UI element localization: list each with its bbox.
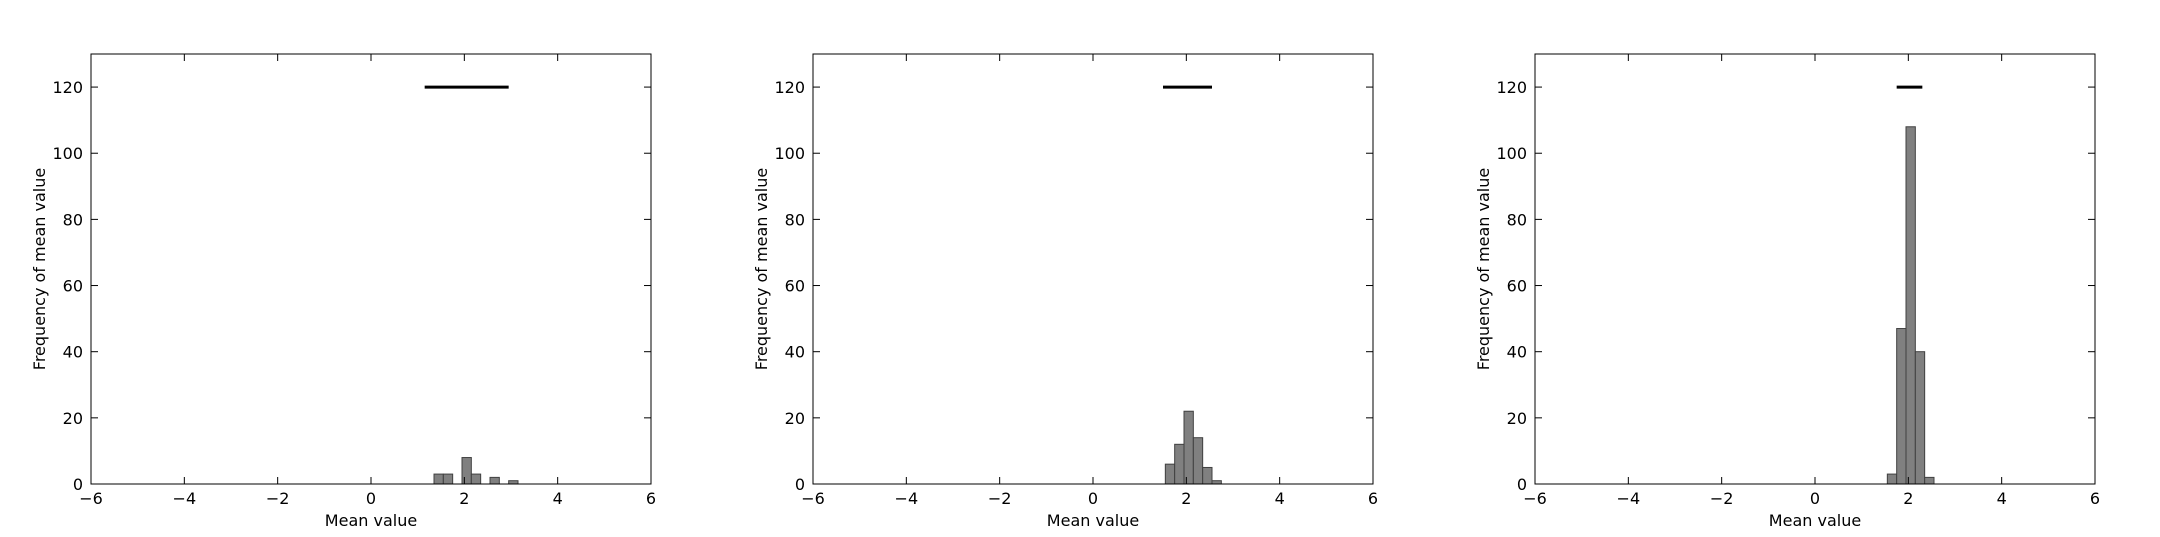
y-axis-label: Frequency of mean value — [30, 168, 49, 370]
histogram-bar — [470, 473, 482, 485]
y-tick-label: 60 — [63, 277, 83, 296]
x-tick-label: 0 — [1810, 489, 1820, 508]
x-tick-label: 4 — [1997, 489, 2007, 508]
x-tick-label: −4 — [1617, 489, 1641, 508]
x-tick-label: −2 — [1710, 489, 1734, 508]
y-tick-label: 80 — [1507, 210, 1527, 229]
x-tick-label: −4 — [895, 489, 919, 508]
y-tick-label: 80 — [785, 210, 805, 229]
x-tick-label: 6 — [1368, 489, 1378, 508]
histogram-bar — [461, 457, 472, 485]
y-tick-label: 40 — [785, 343, 805, 362]
y-tick-label: 40 — [1507, 343, 1527, 362]
y-tick-label: 40 — [63, 343, 83, 362]
x-tick-label: 4 — [553, 489, 563, 508]
y-tick-label: 0 — [795, 475, 805, 494]
histogram-bar — [1174, 443, 1185, 485]
histogram-bar — [489, 476, 500, 485]
y-tick-label: 60 — [1507, 277, 1527, 296]
histogram-bar — [1896, 328, 1907, 485]
x-tick-label: −4 — [173, 489, 197, 508]
y-tick-label: 20 — [63, 409, 83, 428]
axes-frame — [90, 53, 652, 485]
y-tick-label: 100 — [774, 144, 805, 163]
y-tick-label: 100 — [52, 144, 83, 163]
x-tick-label: −6 — [79, 489, 103, 508]
y-tick-label: 0 — [1517, 475, 1527, 494]
histogram-bar — [1164, 463, 1176, 485]
x-tick-label: 2 — [1181, 489, 1191, 508]
y-tick-label: 80 — [63, 210, 83, 229]
y-tick-label: 20 — [785, 409, 805, 428]
histogram-bar — [1886, 473, 1898, 485]
x-tick-label: 0 — [366, 489, 376, 508]
histogram-bar — [433, 473, 444, 485]
y-tick-label: 120 — [52, 78, 83, 97]
y-tick-label: 0 — [73, 475, 83, 494]
y-axis-label: Frequency of mean value — [1474, 168, 1493, 370]
x-tick-label: −6 — [801, 489, 825, 508]
axes-frame — [812, 53, 1374, 485]
histogram-bar — [1905, 126, 1916, 485]
x-tick-label: 6 — [646, 489, 656, 508]
histogram-bar — [1914, 351, 1926, 485]
axes-frame — [1534, 53, 2096, 485]
histogram-bar — [1924, 476, 1935, 485]
y-tick-label: 120 — [1496, 78, 1527, 97]
histogram-bar — [1183, 410, 1194, 485]
x-tick-label: 4 — [1275, 489, 1285, 508]
x-axis-label: Mean value — [325, 511, 417, 530]
histogram-bar — [1202, 466, 1213, 485]
x-tick-label: −2 — [988, 489, 1012, 508]
histogram-bar — [442, 473, 454, 485]
x-tick-label: 2 — [459, 489, 469, 508]
x-tick-label: 2 — [1903, 489, 1913, 508]
y-tick-label: 60 — [785, 277, 805, 296]
histogram-bar — [1192, 437, 1204, 485]
x-axis-label: Mean value — [1769, 511, 1861, 530]
x-axis-label: Mean value — [1047, 511, 1139, 530]
y-tick-label: 120 — [774, 78, 805, 97]
x-tick-label: 6 — [2090, 489, 2100, 508]
y-tick-label: 20 — [1507, 409, 1527, 428]
y-tick-label: 100 — [1496, 144, 1527, 163]
x-tick-label: 0 — [1088, 489, 1098, 508]
x-tick-label: −2 — [266, 489, 290, 508]
x-tick-label: −6 — [1523, 489, 1547, 508]
y-axis-label: Frequency of mean value — [752, 168, 771, 370]
